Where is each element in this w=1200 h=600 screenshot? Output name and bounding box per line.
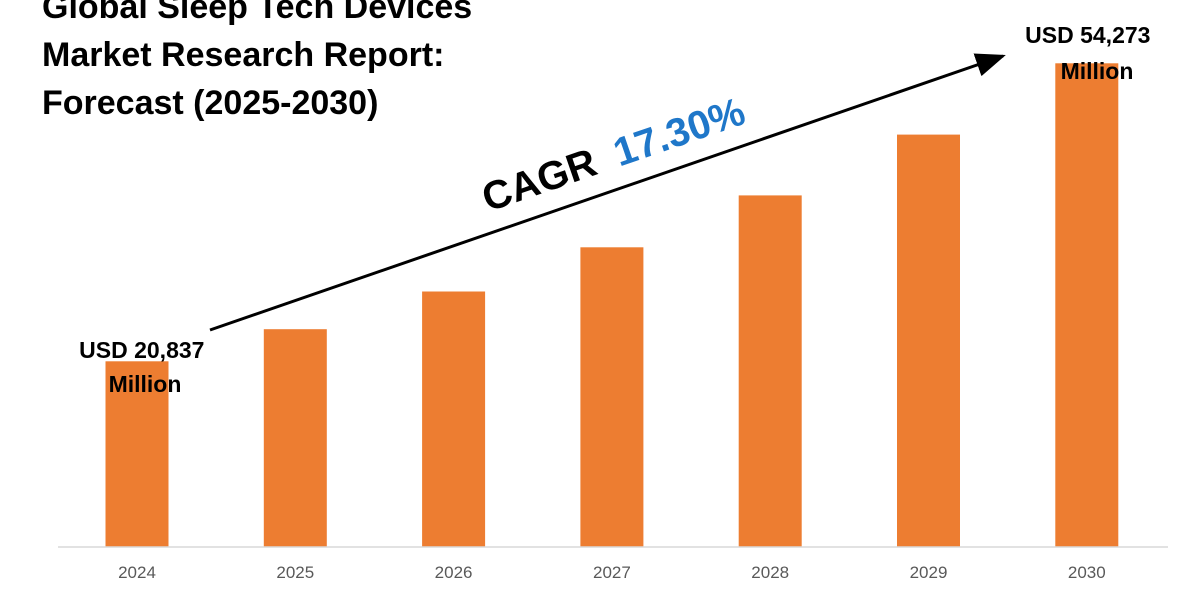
bar-2030 bbox=[1055, 63, 1119, 548]
first-bar-value-line-2: Million bbox=[109, 371, 182, 397]
bar-2024 bbox=[105, 361, 169, 547]
x-tick-label-2025: 2025 bbox=[276, 563, 314, 582]
cagr-value: 17.30% bbox=[608, 90, 751, 176]
bar-2029 bbox=[897, 134, 960, 547]
chart-title-line-3: Forecast (2025-2030) bbox=[42, 84, 378, 122]
bar-2025 bbox=[263, 329, 327, 547]
growth-arrow bbox=[209, 53, 1006, 332]
bar-2026 bbox=[422, 291, 486, 547]
cagr-annotation: CAGR 17.30% bbox=[477, 90, 751, 221]
x-tick-label-2030: 2030 bbox=[1068, 563, 1106, 582]
x-tick-label-2024: 2024 bbox=[118, 563, 156, 582]
first-bar-value-label: USD 20,837 Million bbox=[79, 337, 211, 397]
last-bar-value-line-1: USD 54,273 bbox=[1025, 22, 1150, 48]
x-tick-label-2027: 2027 bbox=[593, 563, 631, 582]
last-bar-value-label: USD 54,273 Million bbox=[1025, 22, 1157, 84]
x-tick-labels: 2024 2025 2026 2027 2028 2029 2030 bbox=[118, 563, 1106, 582]
bar-2027 bbox=[580, 247, 644, 548]
bar-2028 bbox=[738, 195, 802, 547]
last-bar-value-line-2: Million bbox=[1061, 58, 1134, 84]
chart-title-line-2: Market Research Report: bbox=[42, 36, 444, 74]
chart-title-line-1: Global Sleep Tech Devices bbox=[42, 0, 472, 26]
bars-group bbox=[105, 63, 1119, 548]
x-tick-label-2026: 2026 bbox=[435, 563, 473, 582]
x-tick-label-2029: 2029 bbox=[910, 563, 948, 582]
first-bar-value-line-1: USD 20,837 bbox=[79, 337, 204, 363]
cagr-prefix: CAGR bbox=[477, 141, 603, 221]
x-tick-label-2028: 2028 bbox=[751, 563, 789, 582]
